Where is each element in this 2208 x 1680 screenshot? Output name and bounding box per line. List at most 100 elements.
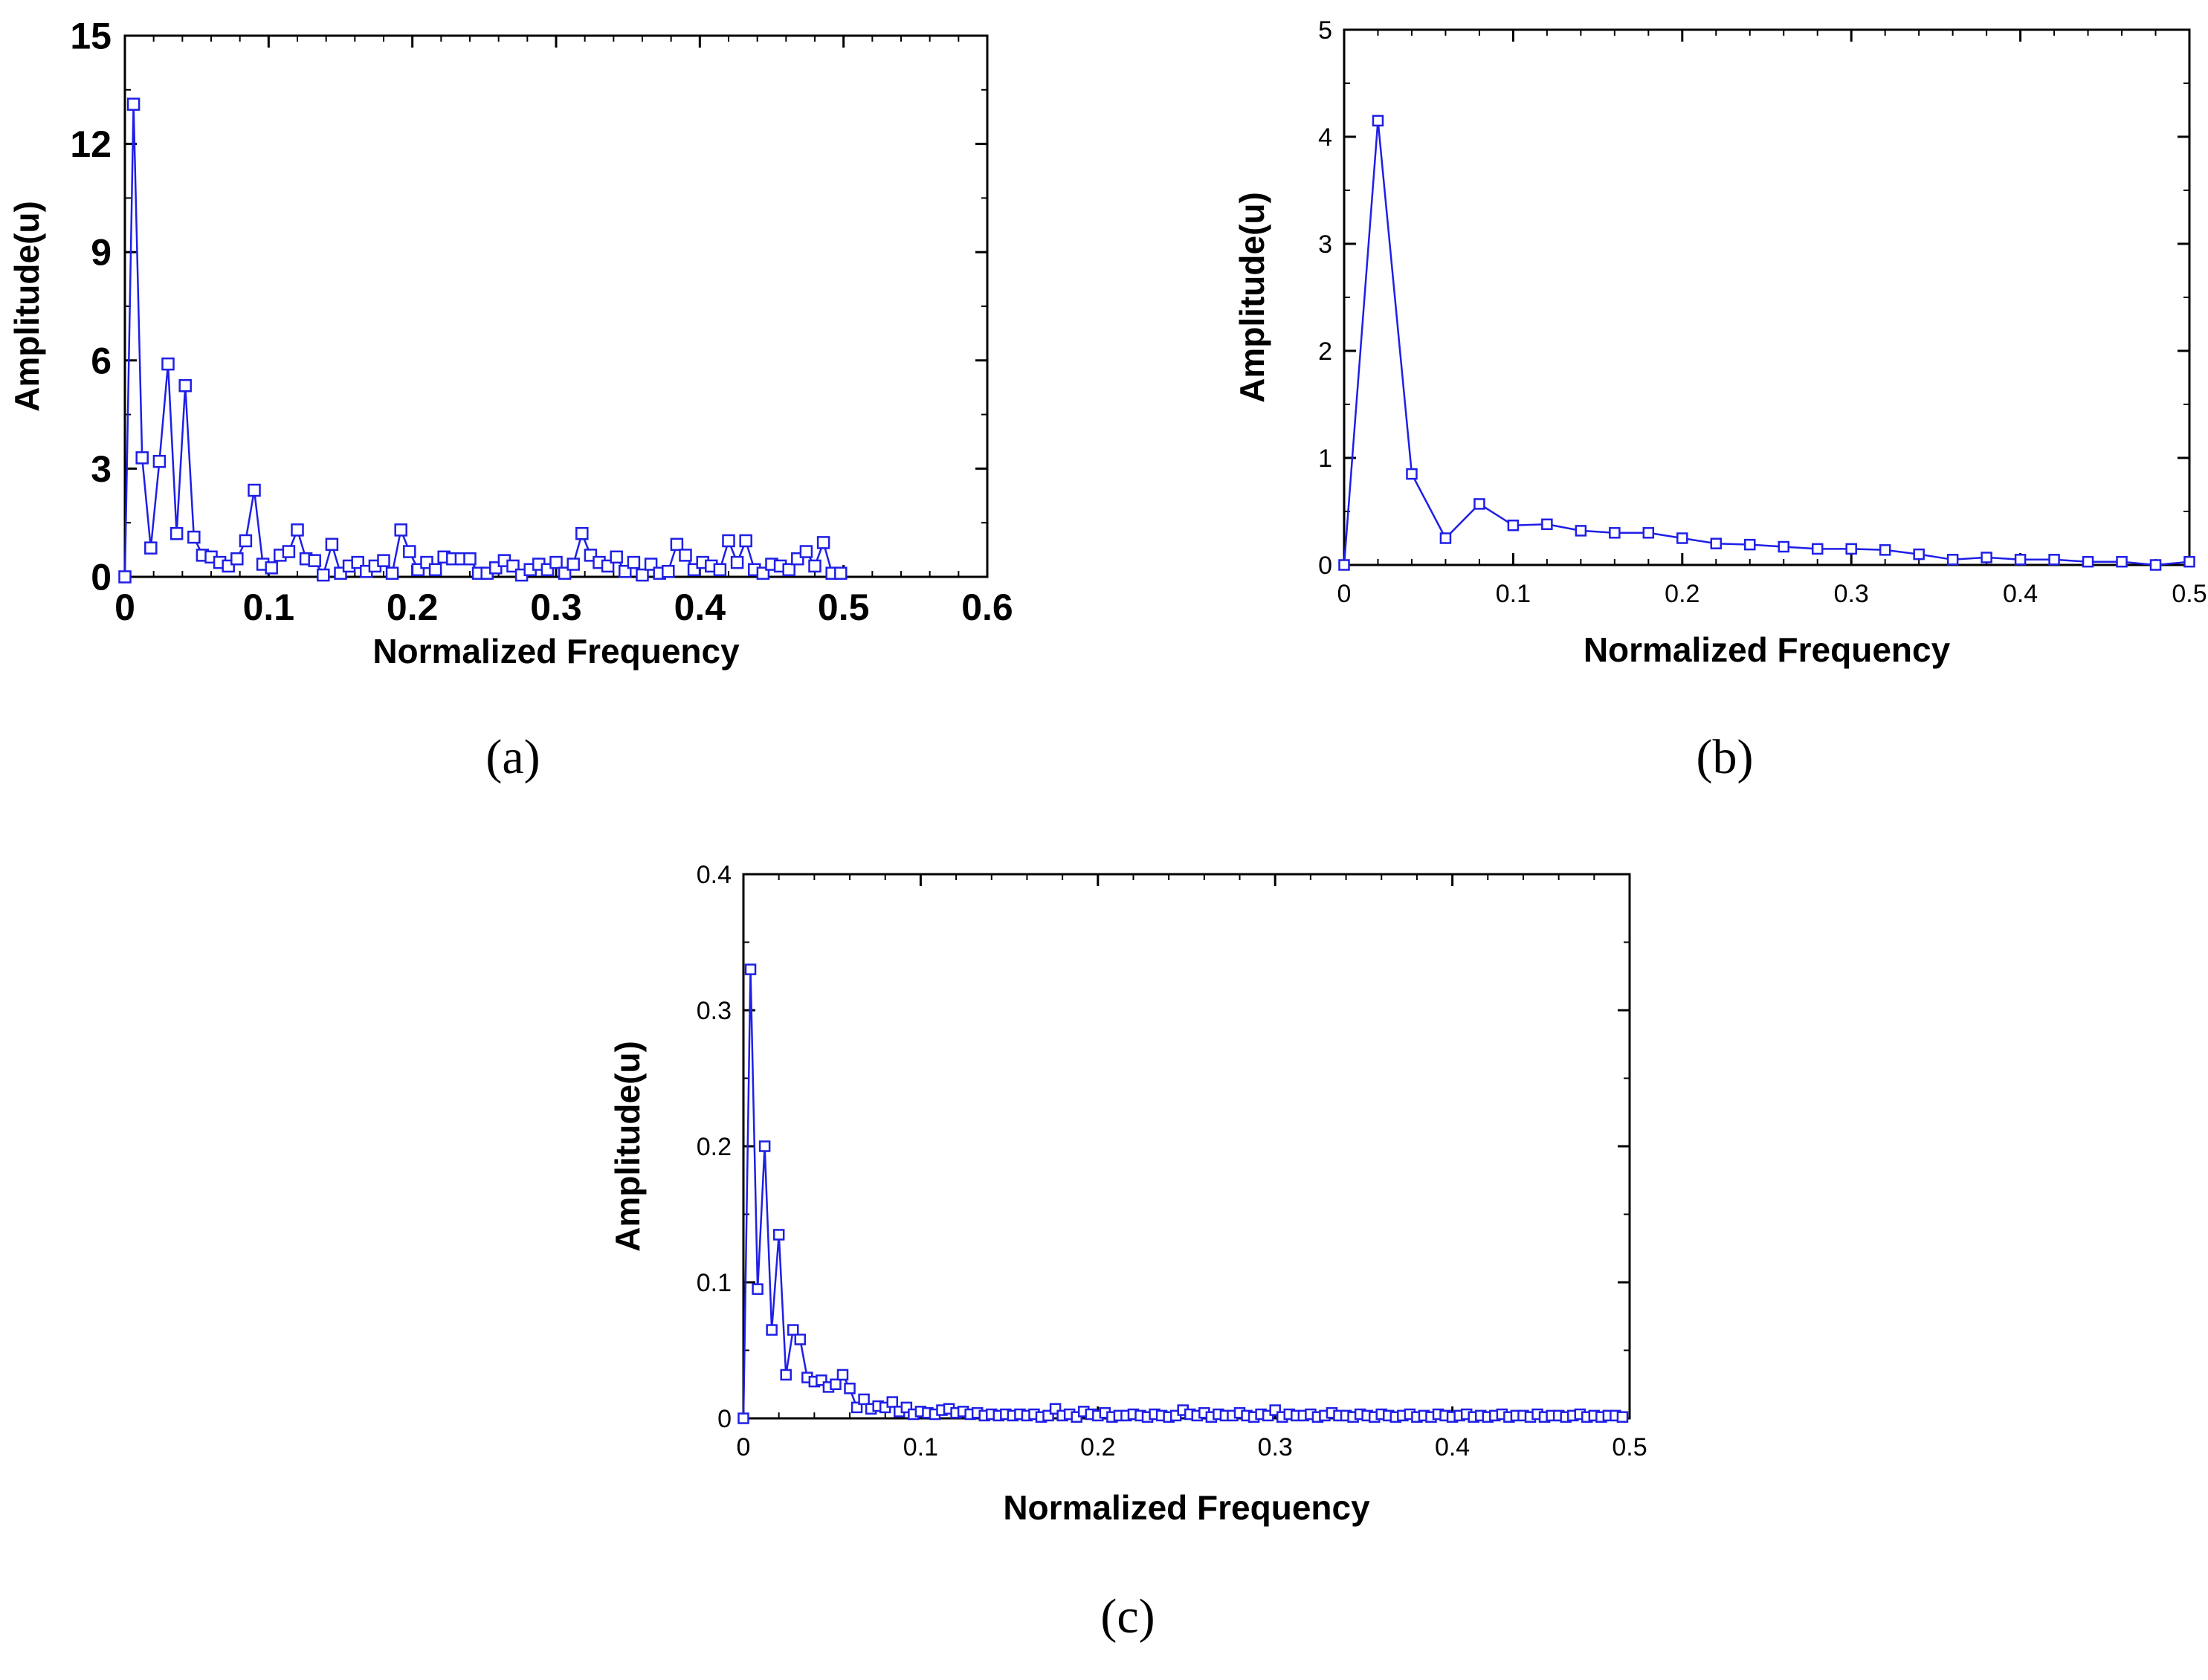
- data-point-marker: [126, 97, 141, 111]
- data-point-marker: [627, 555, 641, 569]
- y-tick-label: 6: [91, 340, 112, 381]
- data-point-marker: [187, 530, 201, 544]
- data-point-marker: [403, 545, 416, 558]
- data-point-marker: [566, 558, 580, 571]
- data-point-marker: [549, 555, 563, 569]
- data-point-marker: [780, 1369, 792, 1381]
- x-tick-label: 0.1: [1496, 580, 1531, 608]
- data-point-marker: [428, 563, 442, 577]
- data-point-marker: [1811, 543, 1824, 555]
- y-tick-label: 0: [91, 557, 112, 598]
- data-point-marker: [2014, 554, 2027, 566]
- data-point-marker: [1744, 538, 1756, 551]
- x-tick-label: 0.5: [2172, 580, 2207, 608]
- data-point-marker: [1778, 540, 1789, 553]
- y-tick-label: 1: [1318, 445, 1332, 473]
- data-point-marker: [144, 541, 158, 555]
- data-point-marker: [463, 552, 477, 566]
- data-point-marker: [679, 549, 692, 562]
- data-point-marker: [830, 1378, 842, 1390]
- y-tick-label: 0: [717, 1405, 732, 1433]
- data-point-marker: [744, 963, 757, 975]
- y-tick-label: 15: [70, 16, 112, 57]
- data-point-marker: [2082, 555, 2094, 568]
- data-point-marker: [1616, 1411, 1629, 1423]
- data-point-marker: [636, 568, 649, 582]
- data-point-marker: [118, 570, 132, 584]
- data-point-marker: [1879, 544, 1891, 556]
- data-point-marker: [282, 545, 296, 558]
- y-tick-label: 5: [1318, 16, 1332, 45]
- data-point-marker: [1710, 537, 1723, 549]
- data-point-marker: [265, 561, 278, 575]
- data-point-marker: [1541, 518, 1553, 531]
- data-point-marker: [1338, 559, 1350, 571]
- data-point-marker: [739, 534, 752, 548]
- data-point-marker: [836, 1369, 849, 1381]
- data-point-marker: [575, 527, 589, 540]
- data-point-marker: [1406, 468, 1418, 480]
- y-tick-label: 0: [1318, 552, 1332, 580]
- data-point-marker: [135, 451, 149, 465]
- data-point-marker: [1575, 525, 1587, 537]
- data-point-marker: [886, 1396, 899, 1408]
- panel-caption: (c): [1100, 1589, 1155, 1644]
- y-axis-title: Amplitude(u): [608, 1041, 647, 1252]
- x-tick-label: 0.3: [530, 587, 582, 628]
- y-tick-label: 3: [1318, 230, 1332, 259]
- data-point-marker: [1676, 532, 1688, 544]
- data-point-marker: [1507, 519, 1520, 532]
- data-point-marker: [2048, 554, 2060, 566]
- x-tick-label: 0.6: [961, 587, 1013, 628]
- data-point-marker: [816, 536, 830, 549]
- data-point-marker: [1946, 554, 1959, 566]
- x-tick-label: 0.4: [2003, 580, 2038, 608]
- data-point-marker: [1642, 527, 1655, 539]
- x-tick-label: 0.4: [674, 587, 726, 628]
- data-point-marker: [291, 523, 304, 537]
- y-axis-title: Amplitude(u): [7, 201, 46, 412]
- data-point-marker: [844, 1382, 856, 1395]
- data-point-marker: [610, 550, 623, 564]
- data-point-marker: [178, 379, 192, 392]
- y-tick-label: 3: [91, 448, 112, 490]
- data-point-marker: [317, 568, 330, 582]
- data-point-marker: [161, 357, 175, 371]
- data-point-marker: [834, 566, 848, 580]
- data-point-marker: [737, 1412, 749, 1424]
- x-axis-title: Normalized Frequency: [1584, 630, 1951, 669]
- data-point-marker: [2183, 555, 2195, 568]
- x-axis-title: Normalized Frequency: [372, 632, 740, 671]
- panel-caption: (a): [485, 730, 540, 784]
- panel-c: 0 0.1 0.2 0.3 0.4 0.5 0 0.1 0.2 0.3 0.4 Normalized …: [608, 861, 1647, 1644]
- x-tick-label: 0.1: [243, 587, 295, 628]
- x-tick-label: 0.4: [1435, 1433, 1470, 1461]
- data-point-marker: [1473, 498, 1485, 510]
- x-axis-title: Normalized Frequency: [1003, 1488, 1370, 1527]
- data-point-marker: [1913, 548, 1925, 560]
- x-tick-label: 0.1: [903, 1433, 938, 1461]
- data-point-marker: [230, 552, 244, 566]
- x-tick-label: 0.5: [1612, 1433, 1647, 1461]
- data-point-marker: [794, 1334, 807, 1345]
- data-point-marker: [722, 534, 735, 548]
- data-point-marker: [730, 555, 744, 569]
- data-point-marker: [808, 559, 821, 573]
- data-point-marker: [325, 537, 339, 552]
- data-point-marker: [394, 523, 407, 537]
- data-point-marker: [1439, 532, 1452, 544]
- data-point-marker: [377, 554, 390, 567]
- data-point-marker: [170, 527, 184, 540]
- x-tick-label: 0.2: [1080, 1433, 1115, 1461]
- x-tick-label: 0: [737, 1433, 751, 1461]
- data-point-marker: [799, 545, 813, 558]
- data-point-marker: [239, 534, 253, 548]
- data-point-marker: [2116, 555, 2128, 568]
- panel-a: 0 0.1 0.2 0.3 0.4 0.5 0.6 0 3 6 9 12 15 Normalized Fr…: [7, 16, 1013, 785]
- x-tick-label: 0.2: [1665, 580, 1699, 608]
- data-point-marker: [772, 1229, 785, 1241]
- y-tick-label: 0.2: [697, 1133, 732, 1161]
- x-tick-label: 0.5: [818, 587, 870, 628]
- y-tick-label: 12: [70, 123, 112, 165]
